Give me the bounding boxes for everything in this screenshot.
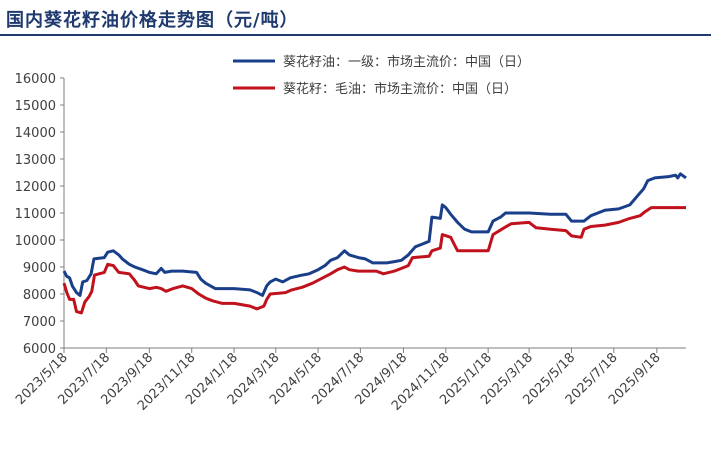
y-tick-label: 7000 (23, 315, 56, 330)
chart-title: 国内葵花籽油价格走势图（元/吨） (6, 10, 299, 31)
y-tick-label: 12000 (15, 180, 56, 195)
y-tick-label: 15000 (15, 99, 56, 114)
series-line-1 (62, 172, 687, 297)
series-lines (62, 172, 687, 315)
legend-label-series1: 葵花籽油：一级：市场主流价：中国（日） (283, 54, 530, 70)
legend: 葵花籽油：一级：市场主流价：中国（日） 葵花籽：毛油：市场主流价：中国（日） (233, 54, 530, 97)
legend-label-series2: 葵花籽：毛油：市场主流价：中国（日） (283, 81, 517, 97)
title-underline (0, 34, 711, 36)
y-tick-label: 8000 (23, 288, 56, 303)
axes: 6000 7000 8000 9000 10000 11000 12000 13000 1400… (13, 72, 686, 414)
y-tick-label: 10000 (15, 234, 56, 249)
series-line-2 (62, 206, 686, 315)
y-tick-label: 11000 (15, 207, 56, 222)
y-tick-label: 14000 (15, 126, 56, 141)
y-tick-label: 13000 (15, 153, 56, 168)
y-tick-label: 9000 (23, 261, 56, 276)
y-tick-label: 16000 (15, 72, 56, 87)
y-tick-label: 6000 (23, 342, 56, 357)
